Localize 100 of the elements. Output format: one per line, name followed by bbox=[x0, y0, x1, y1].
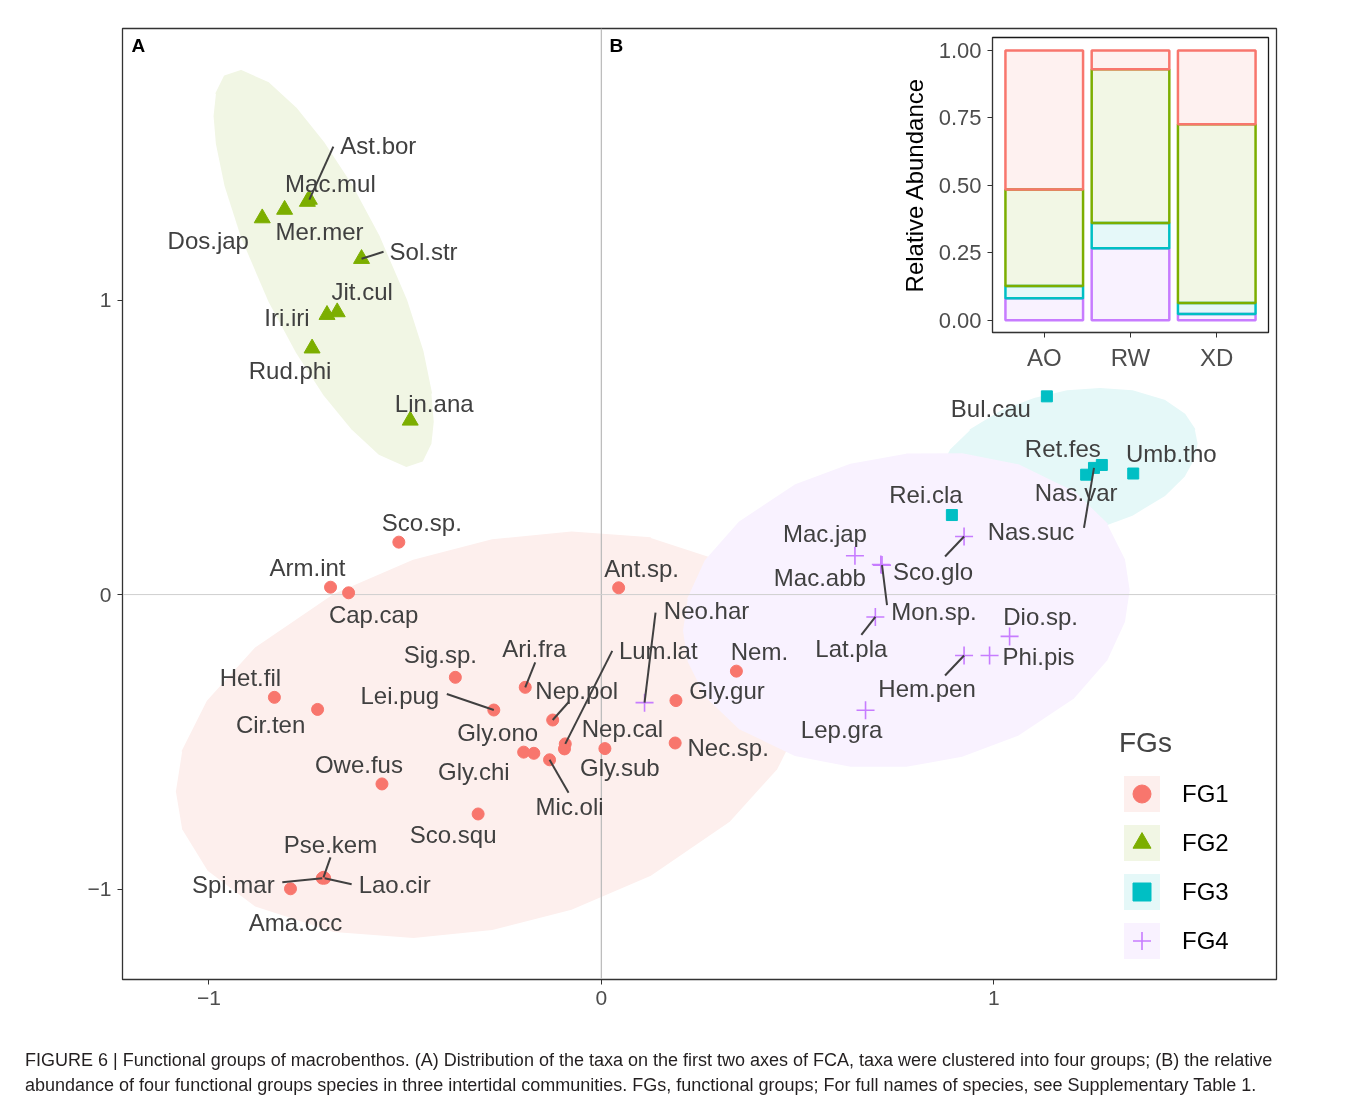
point bbox=[855, 700, 876, 721]
point bbox=[284, 882, 297, 896]
point bbox=[729, 664, 743, 678]
annotation: Sig.sp. bbox=[403, 640, 478, 668]
point bbox=[303, 338, 321, 354]
annotation: Phi.pis bbox=[1002, 643, 1075, 671]
annotation: Ret.fes bbox=[1024, 435, 1101, 463]
y-tick-label: 1.00 bbox=[938, 37, 982, 63]
annotation: Rei.cla bbox=[889, 480, 964, 508]
annotation: Gly.ono bbox=[457, 718, 539, 746]
x-tick-label: AO bbox=[1026, 343, 1062, 371]
point bbox=[375, 777, 389, 791]
point bbox=[324, 580, 338, 594]
y-tick-label: 0.25 bbox=[938, 240, 982, 266]
y-tick-label: 0.75 bbox=[938, 105, 982, 131]
annotation: Mac.jap bbox=[782, 520, 867, 548]
y-tick-label: 0.00 bbox=[938, 307, 982, 333]
bar bbox=[1004, 49, 1085, 191]
annotation: Pse.kem bbox=[283, 830, 378, 858]
annotation: Het.fil bbox=[219, 663, 282, 691]
annotation: Bul.cau bbox=[950, 394, 1031, 422]
annotation: Ant.sp. bbox=[604, 555, 680, 583]
point bbox=[634, 692, 655, 713]
point bbox=[527, 746, 541, 760]
annotation: Lat.pla bbox=[815, 635, 889, 663]
legend-label: FG2 bbox=[1182, 828, 1230, 857]
y-axis-title: Relative Abundance bbox=[900, 78, 928, 293]
point bbox=[612, 581, 626, 595]
bar bbox=[1090, 247, 1171, 322]
annotation: Neo.har bbox=[663, 597, 750, 625]
point bbox=[267, 690, 281, 704]
x-tick-label: XD bbox=[1200, 343, 1234, 371]
annotation: Gly.sub bbox=[580, 754, 660, 782]
point bbox=[1040, 390, 1053, 403]
x-tick-label: 1 bbox=[988, 985, 1000, 1009]
point bbox=[945, 509, 958, 522]
annotation: Sol.str bbox=[389, 238, 458, 266]
annotation: Lep.gra bbox=[800, 715, 883, 743]
point bbox=[598, 742, 612, 756]
annotation: Nem. bbox=[730, 637, 789, 665]
point bbox=[845, 545, 865, 566]
point bbox=[253, 208, 271, 224]
point bbox=[276, 199, 294, 215]
bar bbox=[1176, 122, 1257, 305]
point bbox=[865, 607, 886, 627]
annotation: Iri.iri bbox=[264, 304, 310, 332]
bar bbox=[1004, 296, 1085, 322]
y-tick-label: 0.50 bbox=[938, 172, 982, 198]
point bbox=[1127, 467, 1140, 480]
annotation: Mon.sp. bbox=[891, 597, 977, 625]
annotation: Gly.chi bbox=[438, 757, 510, 785]
legend-label: FG1 bbox=[1182, 779, 1230, 808]
bar bbox=[1176, 49, 1257, 126]
annotation: Spi.mar bbox=[191, 870, 275, 898]
point bbox=[471, 807, 485, 821]
point bbox=[668, 736, 682, 750]
annotation: Lei.pug bbox=[360, 681, 440, 709]
point bbox=[1087, 461, 1100, 474]
annotation: Nec.sp. bbox=[687, 733, 769, 761]
annotation: B bbox=[609, 34, 624, 56]
point bbox=[954, 526, 974, 547]
annotation: Lin.ana bbox=[394, 390, 475, 417]
x-tick-label: 0 bbox=[595, 985, 608, 1009]
x-tick-label: −1 bbox=[196, 985, 221, 1009]
point bbox=[448, 670, 462, 684]
annotation: Rud.phi bbox=[248, 356, 332, 384]
annotation: Nep.cal bbox=[581, 715, 664, 743]
point bbox=[311, 702, 325, 716]
annotation: Nas.suc bbox=[987, 518, 1075, 546]
y-tick-label: 0 bbox=[99, 582, 112, 606]
point bbox=[954, 645, 974, 666]
annotation: Mic.oli bbox=[535, 793, 604, 821]
annotation: Lao.cir bbox=[358, 870, 431, 898]
point bbox=[342, 586, 356, 600]
annotation: Ama.occ bbox=[248, 909, 343, 937]
bar bbox=[1004, 188, 1085, 288]
y-tick-label: −1 bbox=[87, 877, 112, 901]
annotation: Sco.squ bbox=[409, 821, 497, 849]
caption: FIGURE 6 | Functional groups of macrobenthos. (A) Distribution of the taxa on the first two axes of FCA, taxa were clustered into four groups; (B) the relative abundance of four functional groups species in three intertidal communities. FGs, functional groups; For full names of species, see Supplementary Table 1. bbox=[25, 1049, 1274, 1097]
annotation: Gly.gur bbox=[689, 677, 765, 705]
annotation: Dos.jap bbox=[167, 226, 249, 254]
y-tick-label: 1 bbox=[99, 288, 112, 312]
annotation: Cir.ten bbox=[235, 710, 306, 738]
legend-label: FG3 bbox=[1182, 877, 1230, 906]
annotation: Jit.cul bbox=[331, 277, 393, 305]
point bbox=[392, 535, 406, 549]
annotation: Mer.mer bbox=[275, 218, 364, 246]
annotation: Mac.abb bbox=[773, 564, 866, 592]
annotation: Ast.bor bbox=[340, 132, 417, 160]
annotation: Arm.int bbox=[269, 553, 346, 581]
annotation: Sco.glo bbox=[893, 558, 974, 586]
legend-label: FG4 bbox=[1182, 926, 1230, 955]
legend-title: FGs bbox=[1119, 727, 1173, 759]
point bbox=[979, 645, 1000, 666]
point bbox=[669, 694, 683, 708]
annotation: Cap.cap bbox=[328, 601, 419, 629]
bar bbox=[1090, 221, 1171, 250]
bar bbox=[1090, 49, 1171, 71]
annotation: Sco.sp. bbox=[381, 508, 462, 536]
annotation: Hem.pen bbox=[878, 675, 976, 703]
